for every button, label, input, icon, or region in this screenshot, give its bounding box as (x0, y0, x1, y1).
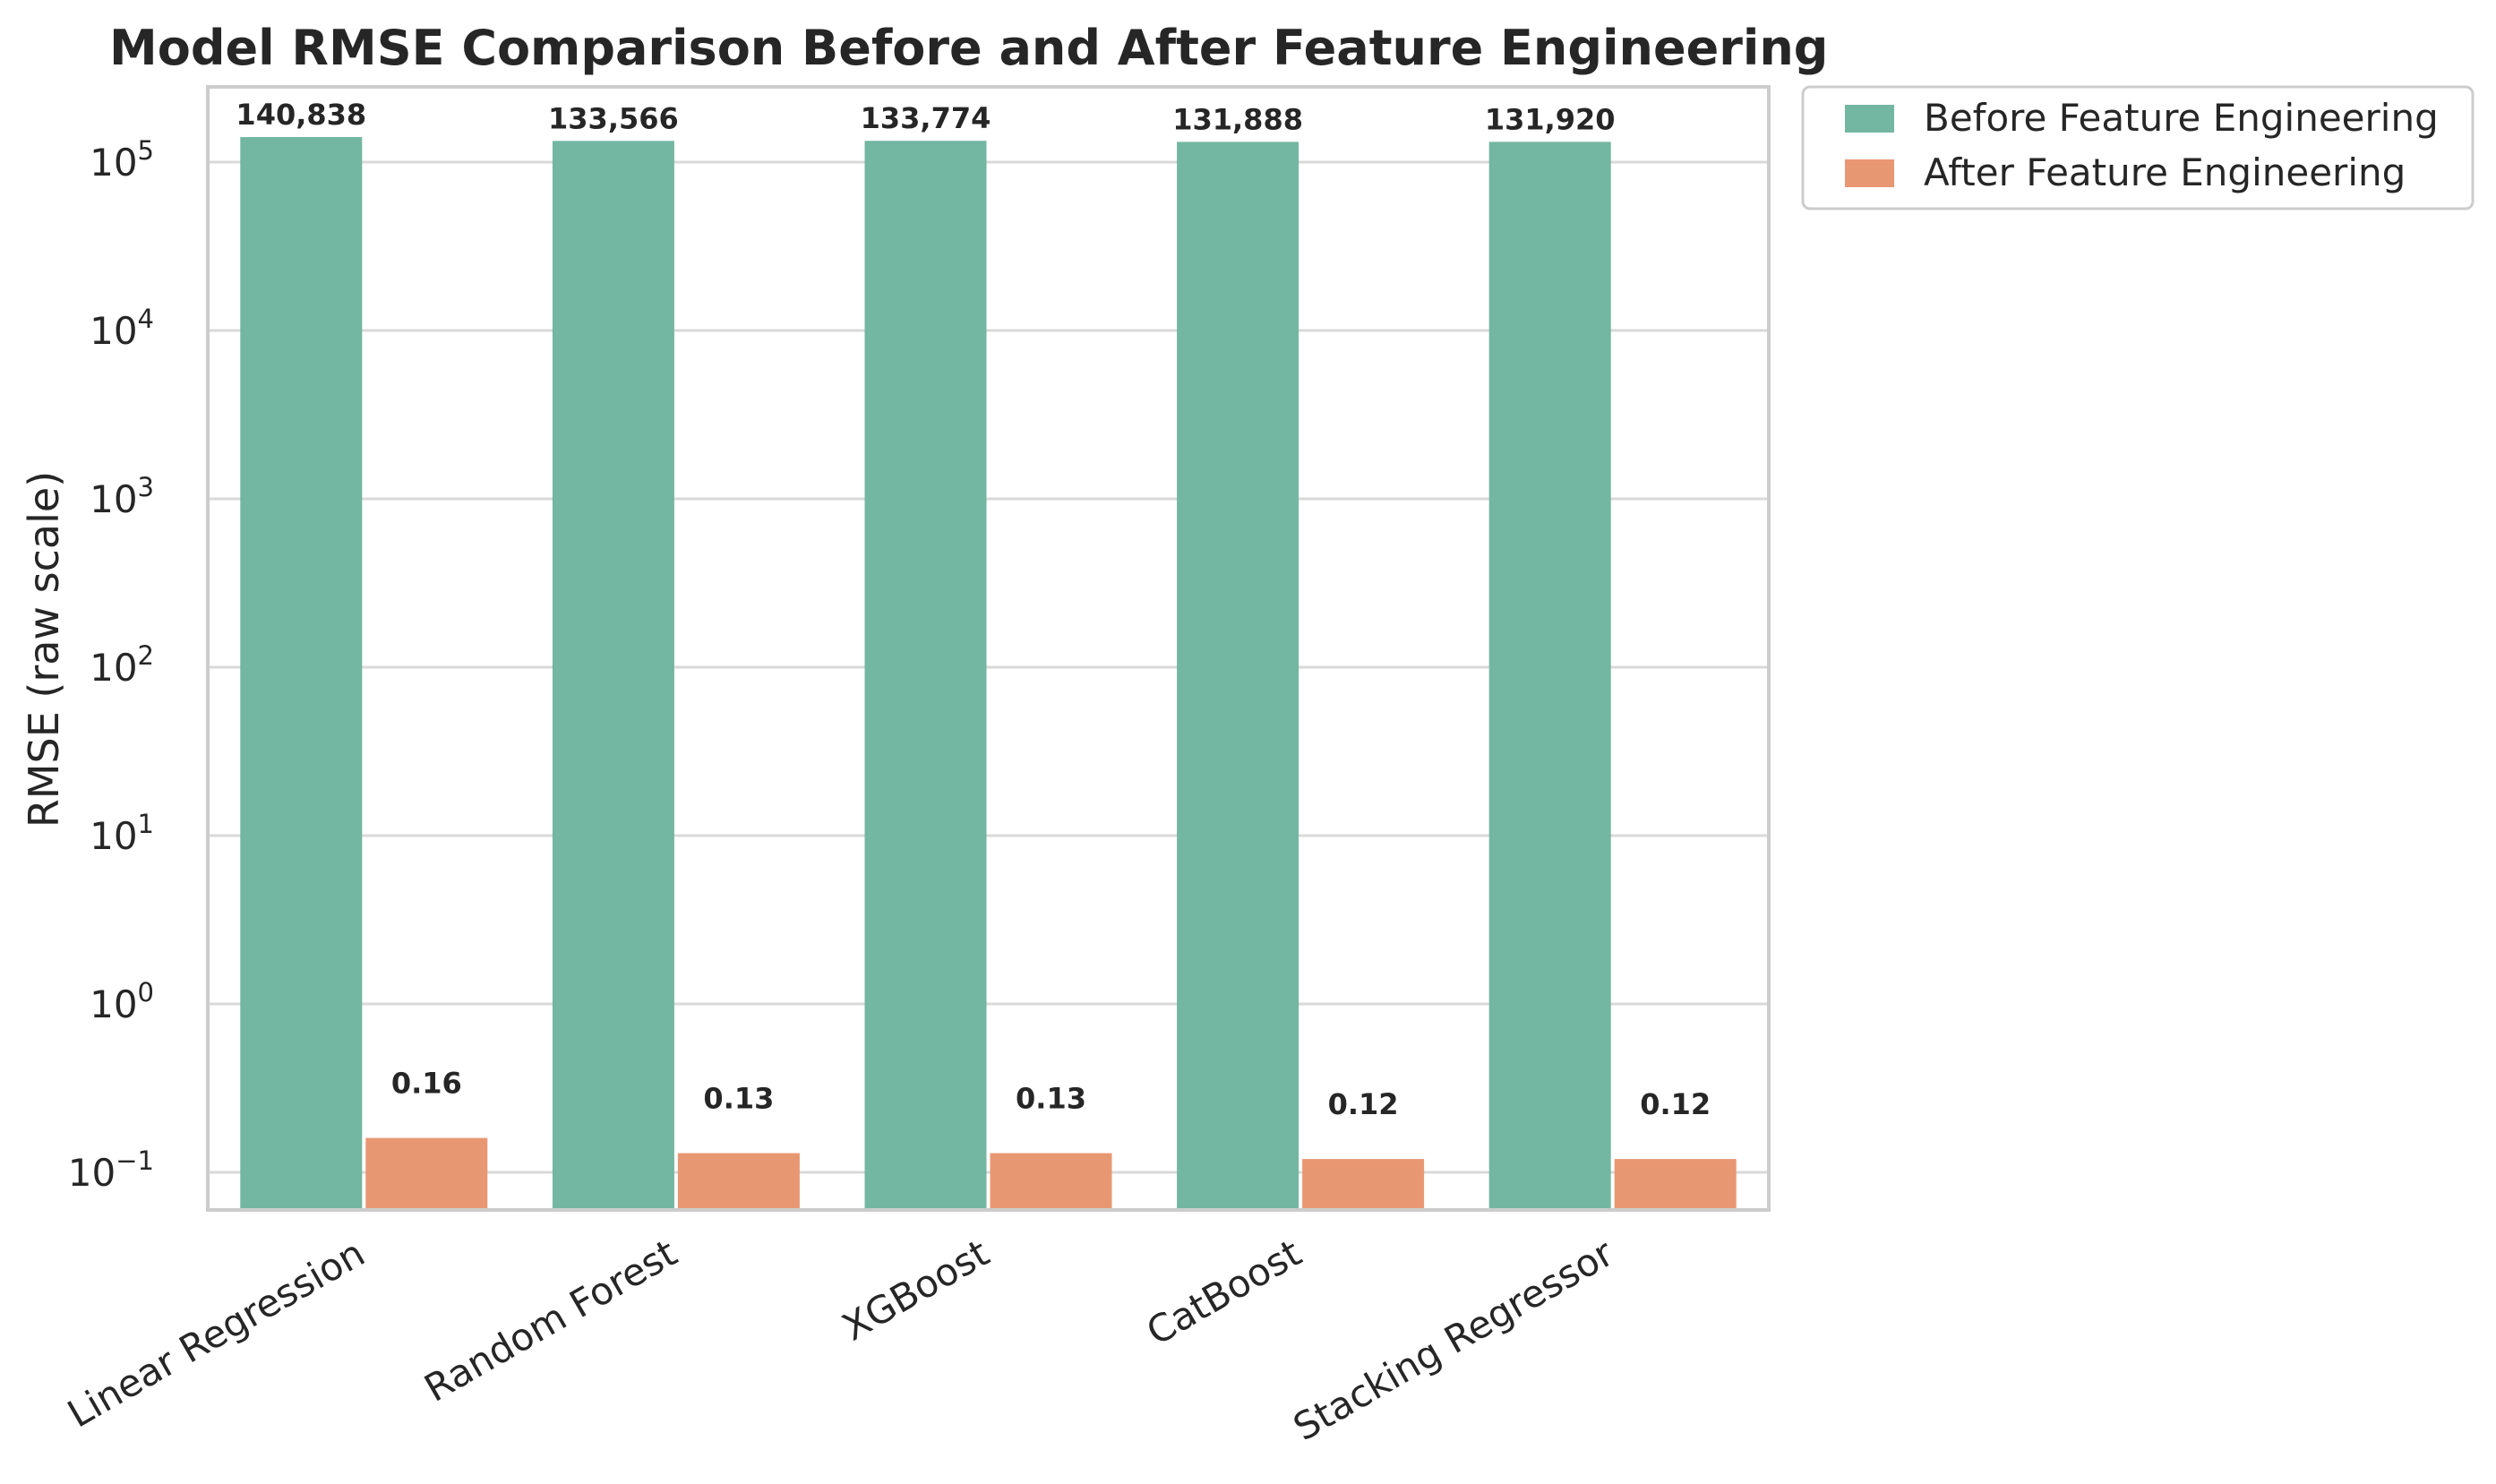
data-labels: 140,838 0.16 133,566 0.13 133,774 0.13 131,888… (236, 98, 1711, 1121)
legend-label-before: Before Feature Engineering (1924, 96, 2439, 140)
legend-label-after: After Feature Engineering (1924, 150, 2406, 194)
data-label-before: 133,774 (861, 101, 991, 135)
data-label-after: 0.13 (703, 1082, 774, 1116)
chart-title: Model RMSE Comparison Before and After F… (109, 20, 1828, 76)
y-tick-label: 101 (90, 809, 154, 858)
data-label-before: 140,838 (236, 98, 366, 132)
bar-before (1177, 142, 1299, 1211)
bar-after (677, 1153, 800, 1210)
grid-lines (208, 160, 1769, 1174)
bar-before (552, 141, 674, 1211)
x-tick-label: Linear Regression (60, 1231, 372, 1436)
bar-before (1488, 142, 1611, 1210)
y-tick-label: 102 (90, 640, 154, 690)
y-tick-label: 103 (90, 472, 154, 521)
x-axis-ticks: Linear Regression Random Forest XGBoost Cat… (60, 1231, 1621, 1449)
y-tick-label: 100 (90, 977, 154, 1026)
data-label-before: 133,566 (548, 101, 679, 135)
bar-after (1302, 1159, 1425, 1210)
y-tick-label: 105 (90, 135, 154, 184)
y-axis-ticks: 10−1 100 101 102 103 104 105 (68, 135, 154, 1195)
x-tick-label: Random Forest (417, 1231, 684, 1411)
x-tick-label: XGBoost (835, 1231, 996, 1349)
y-tick-label: 104 (90, 304, 154, 353)
plot-frame (206, 85, 1771, 1212)
bar-before (240, 137, 363, 1211)
legend-box (1801, 85, 2475, 210)
bars (240, 137, 1737, 1211)
bar-after (990, 1153, 1112, 1210)
legend-swatch-after (1845, 159, 1894, 187)
legend: Before Feature Engineering After Feature… (1801, 85, 2475, 210)
data-label-after: 0.16 (391, 1067, 462, 1101)
data-label-after: 0.13 (1016, 1082, 1086, 1116)
y-axis-label: RMSE (raw scale) (20, 471, 68, 828)
data-label-before: 131,920 (1485, 102, 1616, 136)
x-tick-label: CatBoost (1139, 1231, 1308, 1353)
bar-after (365, 1137, 488, 1210)
data-label-after: 0.12 (1640, 1087, 1711, 1121)
data-label-before: 131,888 (1172, 102, 1303, 136)
bar-after (1614, 1159, 1737, 1210)
bar-before (864, 141, 987, 1211)
x-tick-label: Stacking Regressor (1286, 1231, 1621, 1449)
y-tick-label: 10−1 (68, 1145, 154, 1195)
legend-swatch-before (1845, 105, 1894, 133)
data-label-after: 0.12 (1328, 1087, 1399, 1121)
